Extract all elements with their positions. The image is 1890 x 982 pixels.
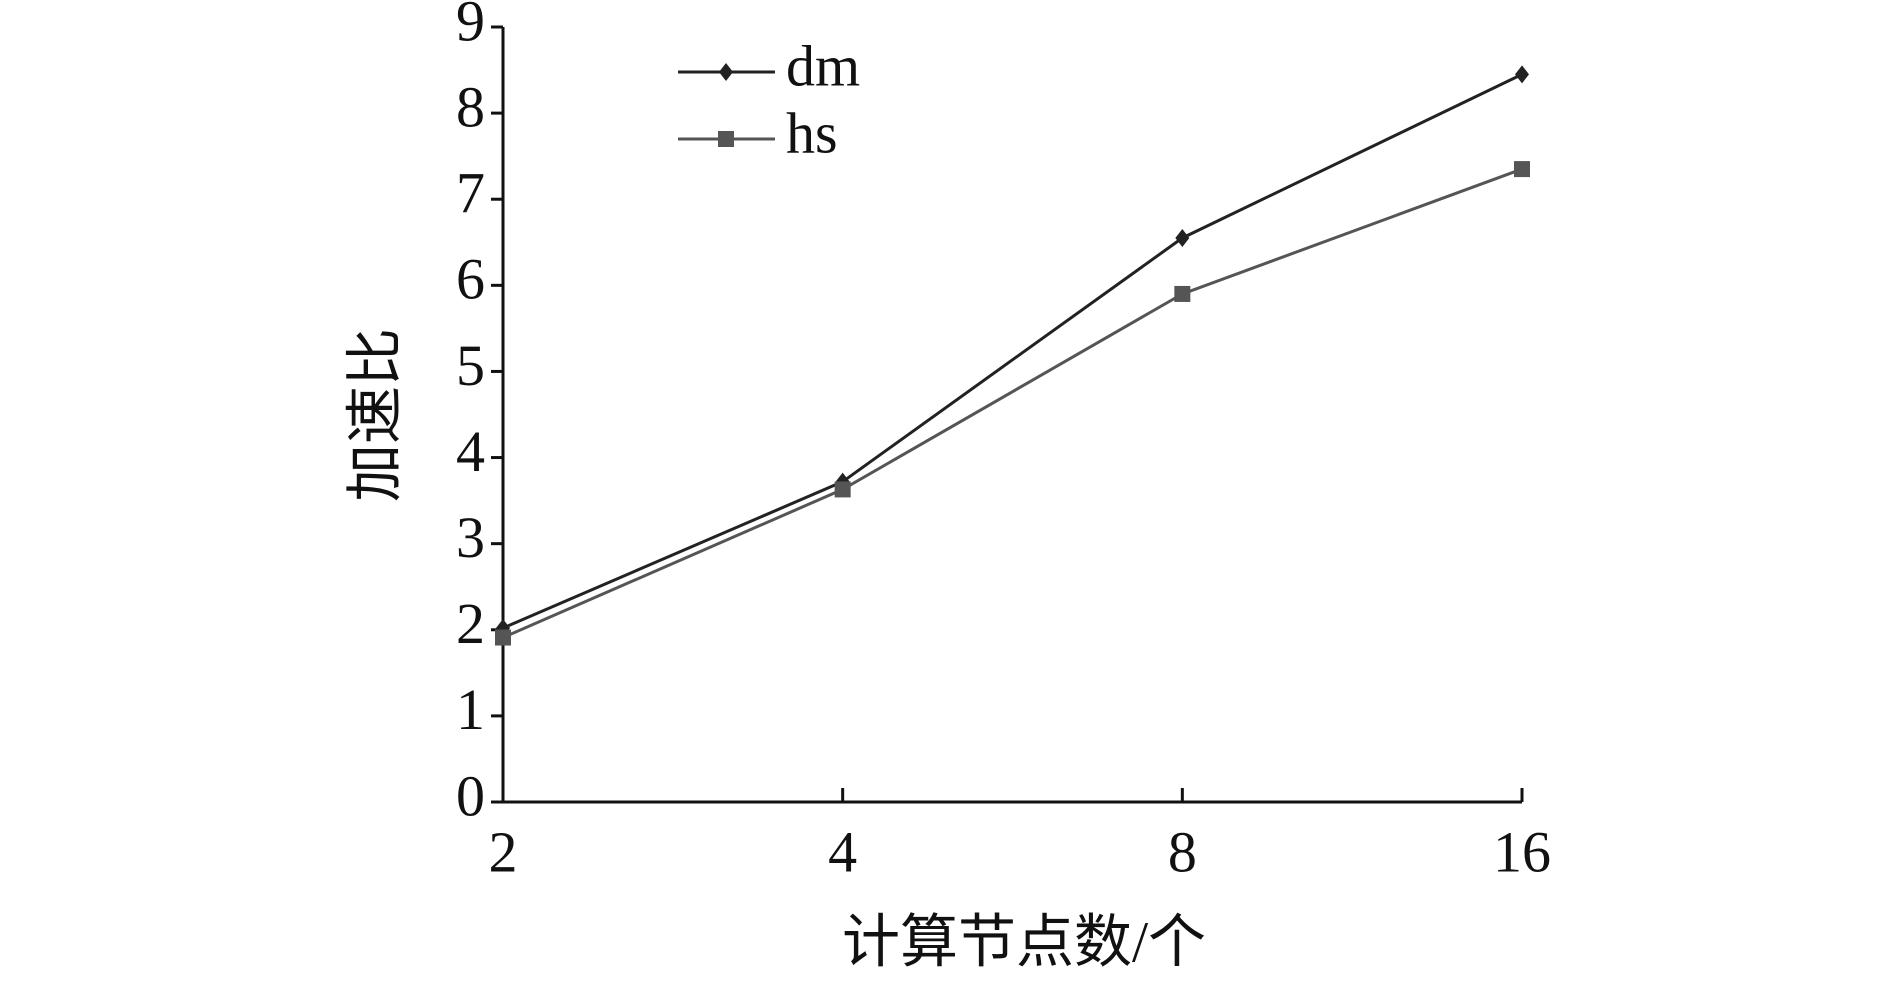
- y-tick-label: 8: [456, 74, 485, 139]
- y-tick-label: 9: [456, 0, 485, 53]
- legend-label: dm: [786, 33, 860, 98]
- series-line: [502, 73, 1523, 630]
- legend-label: hs: [786, 100, 838, 165]
- data-point: [834, 481, 851, 498]
- y-tick-label: 5: [456, 333, 485, 398]
- legend-marker: [718, 131, 734, 147]
- legend-marker: [719, 63, 733, 81]
- x-axis-label: 计算节点数/个: [842, 909, 1206, 974]
- x-tick-label: 8: [1168, 819, 1197, 884]
- data-point: [495, 629, 511, 646]
- y-tick-label: 6: [456, 247, 485, 312]
- y-axis-label: 加速比: [342, 328, 407, 502]
- data-point: [1514, 161, 1530, 178]
- y-tick-label: 3: [456, 505, 485, 570]
- y-tick-label: 2: [456, 591, 485, 656]
- y-tick-label: 4: [456, 419, 485, 484]
- y-tick-label: 7: [456, 161, 485, 226]
- y-tick-label: 0: [456, 763, 485, 828]
- series-line: [502, 167, 1523, 639]
- data-point: [1515, 65, 1529, 84]
- data-point: [1174, 285, 1191, 302]
- x-tick-label: 4: [828, 819, 857, 884]
- y-tick-label: 1: [456, 677, 485, 742]
- data-point: [1175, 228, 1190, 247]
- x-tick-label: 2: [489, 819, 518, 884]
- x-tick-label: 16: [1493, 819, 1551, 884]
